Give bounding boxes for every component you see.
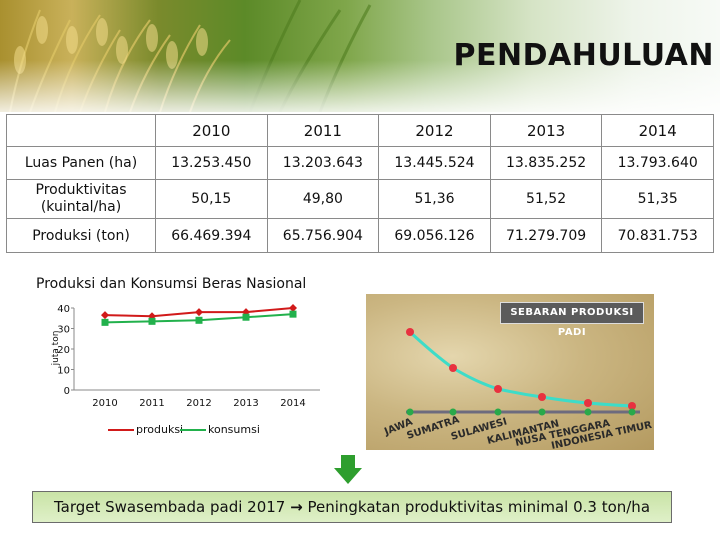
table-cell: 13.835.252	[489, 146, 603, 180]
distribution-line	[408, 330, 633, 408]
baseline-point	[628, 408, 636, 416]
data-point-konsumsi	[148, 317, 156, 325]
y-tick-label: 40	[57, 304, 70, 315]
page-title: PENDAHULUAN	[453, 38, 714, 73]
year-header: 2012	[378, 114, 491, 147]
table-cell: 66.469.394	[155, 218, 268, 253]
x-tick-label: 2012	[186, 398, 211, 409]
table-cell: 13.445.524	[378, 146, 491, 180]
row-label-line: (kuintal/ha)	[40, 199, 122, 215]
table-header-row: 2010 2011 2012 2013 2014	[6, 114, 714, 147]
target-banner: Target Swasembada padi 2017 → Peningkata…	[32, 491, 672, 523]
table-cell: 51,35	[601, 179, 714, 219]
banner-fade	[0, 60, 720, 112]
row-label: Luas Panen (ha)	[6, 146, 156, 180]
y-tick-label: 20	[57, 345, 70, 356]
data-point-produksi	[148, 312, 156, 321]
data-point-produksi	[195, 308, 203, 317]
distribution-point	[628, 402, 636, 410]
x-tick-label: 2010	[92, 398, 117, 409]
year-header: 2013	[489, 114, 603, 147]
y-tick-label: 10	[57, 366, 70, 377]
rice-distribution-panel: JAWA SUMATRA SULAWESI KALIMANTAN NUSA TE…	[366, 294, 654, 450]
x-tick-label: 2014	[280, 398, 305, 409]
panel-label: SEBARAN PRODUKSI PADI	[500, 302, 644, 338]
year-header: 2011	[266, 114, 380, 147]
table-row: Produksi (ton) 66.469.394 65.756.904 69.…	[6, 218, 714, 253]
table-cell: 69.056.126	[378, 218, 491, 253]
legend-item-konsumsi: konsumsi	[180, 423, 260, 436]
down-arrow-icon	[334, 455, 362, 484]
baseline-point	[538, 408, 546, 416]
table-cell: 51,36	[378, 179, 491, 219]
table-cell: 49,80	[266, 179, 380, 219]
legend-swatch	[180, 429, 206, 431]
table-row: Luas Panen (ha) 13.253.450 13.203.643 13…	[6, 146, 714, 180]
table-cell: 13.203.643	[266, 146, 380, 180]
data-point-produksi	[289, 304, 297, 312]
table-cell: 50,15	[155, 179, 268, 219]
legend-label: produksi	[136, 423, 184, 436]
legend-item-produksi: produksi	[108, 423, 183, 436]
distribution-point	[494, 385, 502, 393]
table-cell: 51,52	[489, 179, 603, 219]
data-point-konsumsi	[289, 310, 297, 318]
x-tick-label: 2013	[233, 398, 258, 409]
chart-title: Produksi dan Konsumsi Beras Nasional	[36, 276, 307, 292]
distribution-point	[449, 364, 457, 372]
table-corner-cell	[6, 114, 156, 147]
legend-swatch	[108, 429, 134, 431]
row-label-line: Produktivitas	[35, 182, 127, 198]
row-label: Produksi (ton)	[6, 218, 156, 253]
x-tick-label: 2011	[139, 398, 164, 409]
data-point-produksi	[242, 308, 250, 317]
target-text: Peningkatan produktivitas minimal 0.3 to…	[307, 498, 651, 516]
table-cell: 70.831.753	[601, 218, 714, 253]
y-tick-label: 30	[57, 325, 70, 336]
table-row: Produktivitas (kuintal/ha) 50,15 49,80 5…	[6, 179, 714, 219]
baseline-point	[584, 408, 592, 416]
baseline-point	[494, 408, 502, 416]
data-point-produksi	[101, 311, 109, 320]
header-banner	[0, 0, 720, 112]
distribution-point	[406, 328, 414, 336]
baseline-point	[449, 408, 457, 416]
y-tick-label: 0	[64, 386, 70, 397]
row-label: Produktivitas (kuintal/ha)	[6, 179, 156, 219]
legend-label: konsumsi	[208, 423, 260, 436]
production-table: 2010 2011 2012 2013 2014 Luas Panen (ha)…	[6, 114, 714, 253]
distribution-point	[584, 399, 592, 407]
year-header: 2014	[601, 114, 714, 147]
year-header: 2010	[155, 114, 268, 147]
distribution-point	[538, 393, 546, 401]
table-cell: 13.253.450	[155, 146, 268, 180]
right-arrow-icon: →	[290, 498, 303, 516]
data-point-konsumsi	[101, 318, 109, 326]
table-cell: 13.793.640	[601, 146, 714, 180]
distribution-curve: JAWA SUMATRA SULAWESI KALIMANTAN NUSA TE…	[382, 328, 653, 450]
table-cell: 65.756.904	[266, 218, 380, 253]
y-axis-label: juta ton	[51, 331, 61, 367]
table-cell: 71.279.709	[489, 218, 603, 253]
data-point-konsumsi	[242, 313, 250, 321]
target-text: Target Swasembada padi 2017	[53, 498, 286, 516]
data-point-konsumsi	[195, 316, 203, 324]
baseline-point	[406, 408, 414, 416]
production-consumption-chart: 0 10 20 30 40 2010 2011 2012 2013 2014 juta ton	[51, 304, 320, 409]
